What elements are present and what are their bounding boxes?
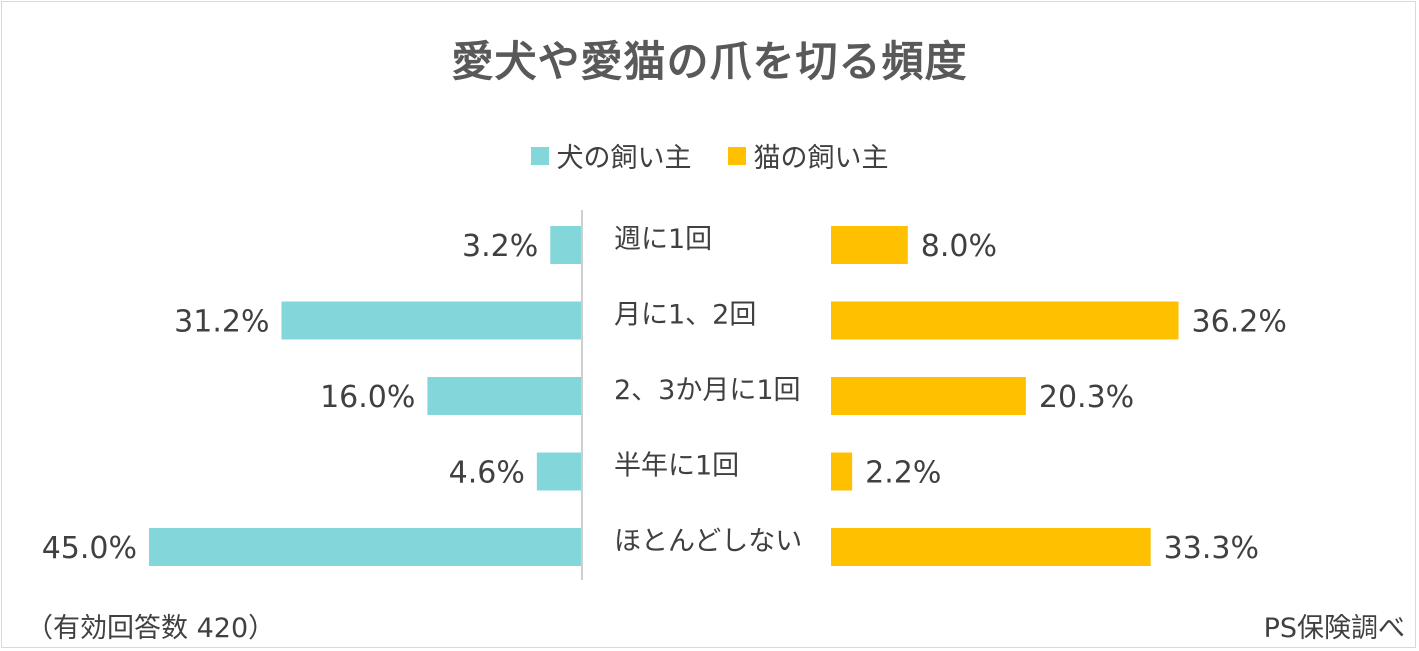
legend-item-dog: 犬の飼い主 <box>530 136 692 175</box>
legend-item-cat: 猫の飼い主 <box>727 136 889 175</box>
dog-value-label: 4.6% <box>449 456 525 491</box>
cat-bar <box>831 528 1151 566</box>
dog-bar <box>536 452 581 491</box>
dog-bar <box>281 301 581 340</box>
legend-label-dog: 犬の飼い主 <box>556 143 692 174</box>
dog-bar <box>427 377 581 415</box>
cat-bar <box>831 377 1026 415</box>
dog-value-label: 3.2% <box>462 229 538 264</box>
dog-bar <box>550 226 581 264</box>
cat-value-label: 20.3% <box>1039 380 1134 415</box>
category-label: 月に1、2回 <box>614 300 756 331</box>
category-label: ほとんどしない <box>614 526 802 557</box>
dog-value-label: 45.0% <box>42 531 137 566</box>
cat-value-label: 33.3% <box>1164 531 1259 566</box>
dog-value-label: 31.2% <box>174 305 269 340</box>
chart-title: 愛犬や愛猫の爪を切る頻度 <box>451 37 968 86</box>
sample-size-note: （有効回答数 420） <box>26 613 276 644</box>
category-label: 2、3か月に1回 <box>614 375 801 406</box>
legend-label-cat: 猫の飼い主 <box>753 143 889 174</box>
legend: 犬の飼い主 猫の飼い主 <box>0 136 1419 175</box>
cat-bar <box>831 452 853 491</box>
cat-bar <box>831 226 908 264</box>
dog-value-label: 16.0% <box>320 380 415 415</box>
category-label: 半年に1回 <box>614 451 739 482</box>
legend-swatch-cat <box>727 146 746 165</box>
cat-value-label: 36.2% <box>1192 305 1287 340</box>
cat-value-label: 8.0% <box>921 229 997 264</box>
source-credit: PS保険調べ <box>1263 613 1405 644</box>
cat-value-label: 2.2% <box>865 456 941 491</box>
legend-swatch-dog <box>530 146 549 165</box>
cat-bar <box>831 301 1179 340</box>
dog-bar <box>149 528 581 566</box>
category-label: 週に1回 <box>614 224 712 255</box>
